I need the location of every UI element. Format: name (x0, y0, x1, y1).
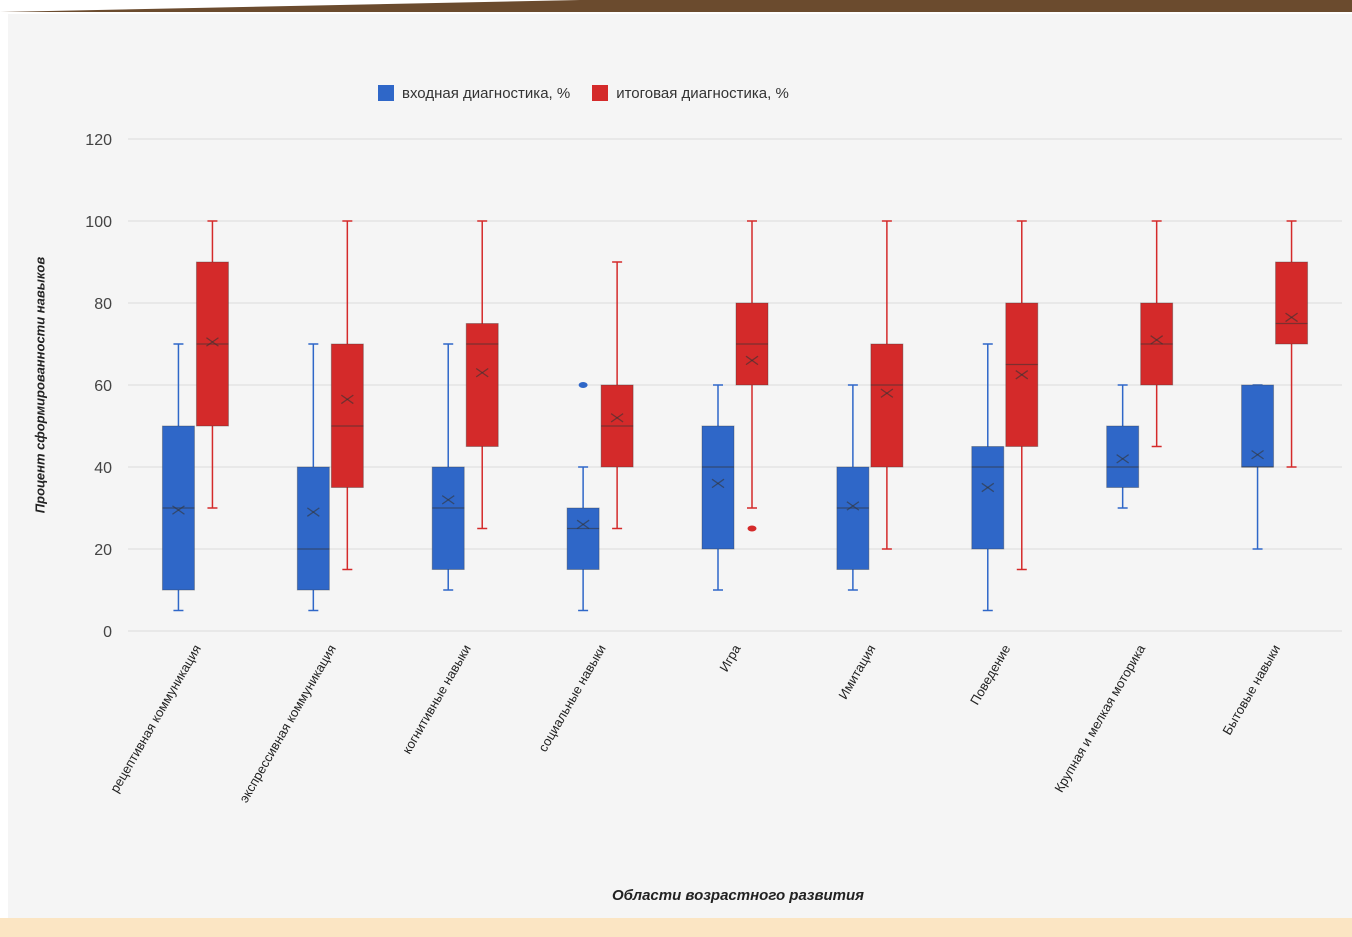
box (836, 466, 870, 570)
mean-marker (1150, 335, 1164, 345)
mean-marker (475, 367, 489, 378)
mean-marker (1116, 454, 1130, 464)
mean-marker (711, 478, 725, 489)
box (330, 343, 364, 488)
mean-marker (981, 482, 995, 493)
legend-swatch-final (592, 85, 609, 101)
x-tick-label: Крупная и мелкая моторика (1051, 641, 1148, 795)
box (566, 507, 600, 570)
box (431, 466, 465, 570)
mean-marker (576, 519, 590, 530)
x-tick-label: рецептивная коммуникация (107, 642, 204, 795)
y-axis-title: Процент сформированности навыков (32, 256, 48, 514)
box (870, 343, 904, 468)
box (296, 466, 330, 591)
legend-label-final: итоговая диагностика, % (616, 84, 789, 102)
x-tick-label: Игра (716, 641, 744, 674)
x-tick-label: Имитация (835, 642, 878, 702)
y-tick-label: 120 (85, 132, 112, 149)
mean-marker (206, 337, 219, 347)
y-tick-label: 20 (94, 542, 112, 559)
mean-marker (745, 355, 759, 366)
legend-item-final: итоговая диагностика, % (592, 85, 789, 102)
bottom-border-bar (0, 918, 1352, 937)
box (1275, 261, 1309, 345)
y-tick-label: 40 (94, 460, 112, 477)
x-tick-label: Бытовые навыки (1219, 642, 1283, 738)
box (971, 446, 1005, 550)
top-border-notch (0, 0, 580, 12)
x-tick-label: Поведение (967, 642, 1013, 707)
outlier-point (747, 525, 757, 532)
mean-marker (880, 388, 894, 398)
mean-marker (1015, 370, 1029, 380)
y-tick-label: 100 (85, 214, 112, 231)
y-tick-label: 0 (103, 624, 112, 641)
legend-label-input: входная диагностика, % (402, 84, 571, 102)
box (1106, 425, 1140, 488)
mean-marker (172, 505, 185, 515)
mean-marker (441, 495, 455, 505)
chart-legend: входная диагностика, % итоговая диагност… (378, 82, 811, 104)
x-axis-title: Области возрастного развития (611, 887, 865, 904)
mean-marker (610, 413, 624, 423)
outlier-point (578, 382, 588, 388)
legend-swatch-input (378, 85, 394, 101)
x-tick-label: социальные навыки (535, 642, 609, 754)
mean-marker (1251, 449, 1264, 460)
box (701, 425, 735, 550)
box (1241, 384, 1275, 468)
x-tick-label: экспрессивная коммуникация (236, 642, 339, 805)
mean-marker (340, 394, 354, 405)
y-tick-label: 80 (94, 296, 112, 313)
mean-marker (846, 501, 860, 511)
x-tick-label: когнитивные навыки (399, 642, 474, 756)
legend-item-input: входная диагностика, % (378, 85, 570, 102)
y-tick-label: 60 (94, 378, 112, 395)
box (465, 323, 499, 447)
mean-marker (1285, 312, 1298, 323)
mean-marker (306, 507, 320, 517)
